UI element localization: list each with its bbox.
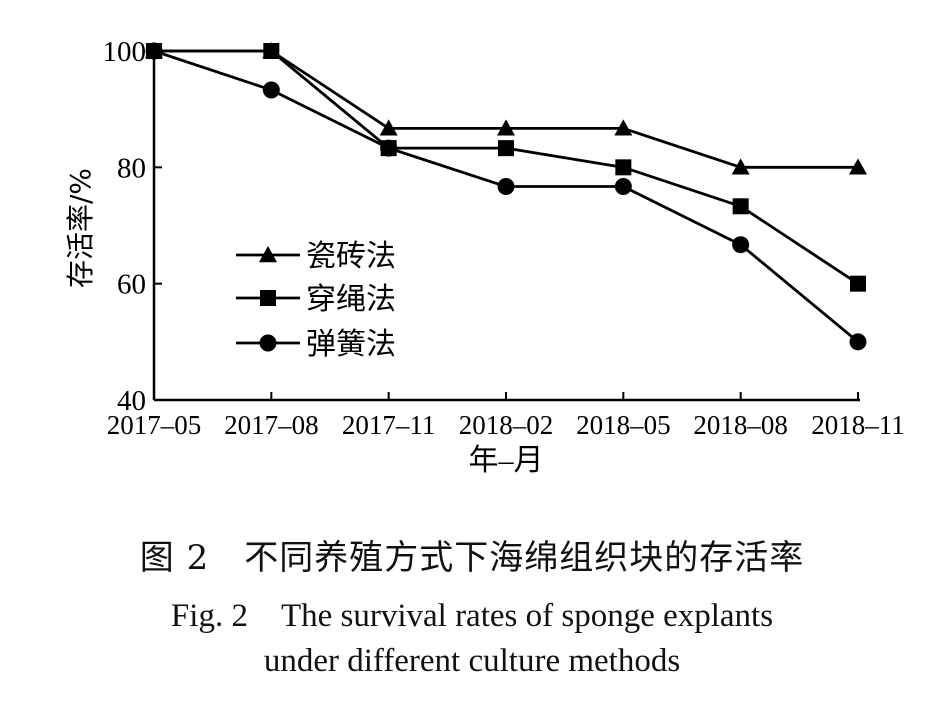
data-point-circle (497, 178, 515, 196)
data-point-square (498, 140, 514, 157)
data-point-square (615, 159, 632, 176)
series-layer (145, 42, 867, 351)
x-tick-label: 2018–11 (811, 410, 905, 440)
x-tick-label: 2017–08 (224, 410, 319, 440)
data-point-circle (380, 139, 398, 157)
legend-label: 瓷砖法 (306, 240, 396, 273)
legend-marker-triangle (259, 246, 277, 263)
x-tick-label: 2017–05 (107, 410, 202, 440)
data-point-circle (849, 333, 867, 351)
y-tick-label: 60 (117, 269, 146, 301)
x-axis-ticks: 2017–05 2017–08 2017–11 2018–02 2018–05 2018–… (107, 392, 905, 440)
axes (152, 45, 860, 402)
y-axis-label: 存活率/% (64, 168, 97, 288)
figure-caption-chinese: 图 2 不同养殖方式下海绵组织块的存活率 (139, 538, 805, 578)
data-point-circle (614, 178, 632, 196)
legend-item: 穿绳法 (236, 283, 396, 316)
data-point-triangle (849, 158, 867, 175)
x-tick-label: 2017–11 (342, 410, 436, 440)
x-tick-label: 2018–02 (459, 410, 554, 440)
legend-marker-square (260, 290, 276, 306)
data-point-square (732, 198, 749, 215)
x-tick-label: 2018–05 (576, 410, 671, 440)
legend-item: 瓷砖法 (236, 240, 396, 273)
figure-caption-english-line2: under different culture methods (263, 643, 681, 679)
figure-caption-english-line1: Fig. 2 The survival rates of sponge expl… (170, 598, 774, 634)
legend-item: 弹簧法 (236, 328, 396, 361)
legend-label: 弹簧法 (306, 328, 396, 361)
x-axis-label: 年–月 (469, 444, 544, 477)
data-point-square (263, 43, 280, 59)
data-point-triangle (731, 158, 750, 175)
data-point-circle (732, 236, 750, 254)
series-3 (145, 42, 867, 351)
x-tick-label: 2018–08 (693, 410, 788, 440)
y-tick-label: 40 (117, 385, 146, 417)
data-point-triangle (614, 119, 633, 136)
y-axis-ticks: 40 60 80 100 (103, 36, 162, 417)
legend-marker-circle (259, 334, 277, 352)
data-point-square (850, 275, 866, 292)
y-tick-label: 100 (103, 36, 147, 68)
y-tick-label: 80 (117, 152, 146, 184)
data-point-circle (145, 42, 163, 60)
data-point-triangle (379, 119, 398, 136)
data-point-circle (262, 81, 280, 99)
legend-label: 穿绳法 (306, 283, 396, 316)
data-point-triangle (497, 119, 515, 136)
